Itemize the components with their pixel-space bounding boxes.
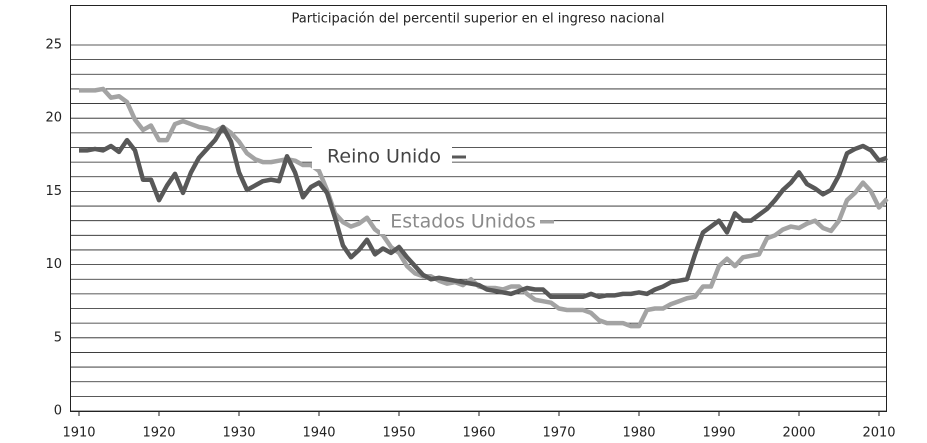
chart-title: Participación del percentil superior en …: [292, 12, 665, 27]
label-background: [380, 210, 540, 234]
series-label: Estados Unidos: [390, 211, 535, 233]
x-tick-label: 1950: [382, 426, 415, 441]
x-tick-label: 2000: [782, 426, 815, 441]
y-tick-label: 25: [45, 38, 62, 53]
y-tick-label: 20: [45, 111, 62, 126]
y-tick-label: 10: [45, 257, 62, 272]
series-line: [79, 124, 888, 300]
series-label: Reino Unido: [327, 146, 441, 168]
label-background: [312, 145, 452, 169]
x-tick-label: 1970: [542, 426, 575, 441]
x-tick-label: 1910: [62, 426, 95, 441]
y-tick-label: 5: [54, 330, 62, 345]
y-tick-label: 15: [45, 184, 62, 199]
x-tick-label: 2010: [862, 426, 895, 441]
x-tick-label: 1930: [222, 426, 255, 441]
y-tick-label: 0: [54, 404, 62, 419]
x-tick-label: 1940: [302, 426, 335, 441]
x-tick-label: 1990: [702, 426, 735, 441]
x-tick-label: 1960: [462, 426, 495, 441]
x-tick-label: 1980: [622, 426, 655, 441]
x-tick-label: 1920: [142, 426, 175, 441]
